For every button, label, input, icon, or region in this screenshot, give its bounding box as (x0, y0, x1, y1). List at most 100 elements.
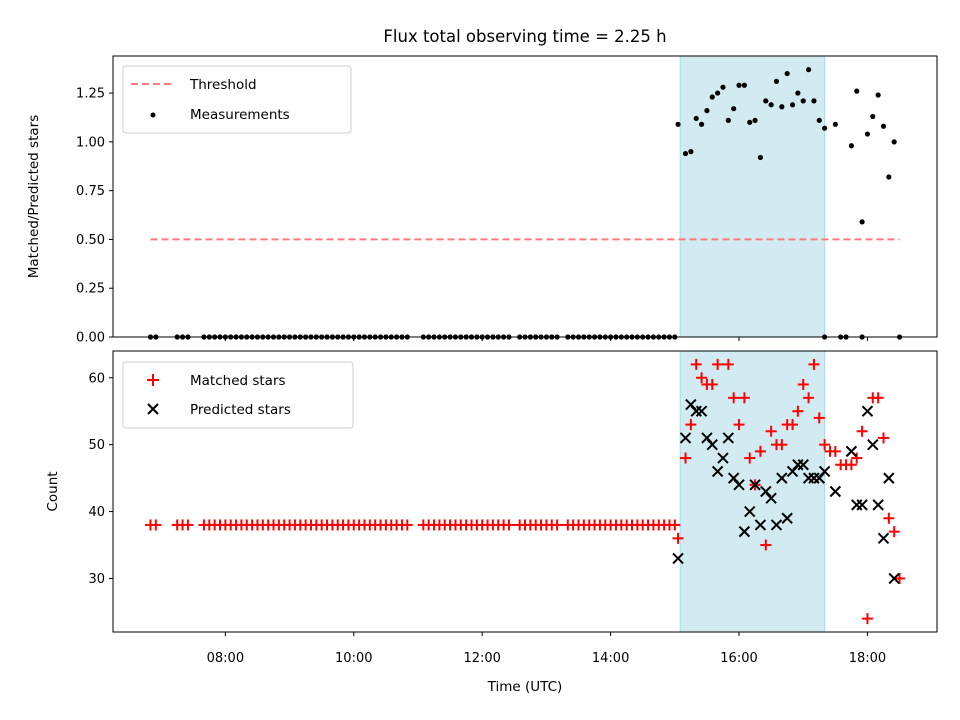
measurement-point (822, 125, 828, 131)
predicted-star-point-b (883, 472, 895, 484)
matched-star-point (776, 439, 788, 451)
measurement-point (725, 117, 731, 123)
matched-star-point (722, 358, 734, 370)
measurement-point (709, 94, 715, 100)
legend-threshold-label: Threshold (189, 77, 257, 93)
measurement-point (731, 106, 737, 112)
predicted-star-point (872, 499, 884, 511)
predicted-star-point-b (765, 492, 777, 504)
predicted-star-point-b (733, 479, 745, 491)
matched-star-point (503, 519, 515, 531)
predicted-star-point-b (867, 438, 879, 451)
predicted-star-point-b (861, 405, 874, 417)
measurement-point (741, 82, 747, 88)
matched-star-point (765, 425, 777, 437)
matched-star-point (845, 459, 857, 471)
measurement-point (864, 131, 871, 137)
matched-star-point (744, 452, 756, 464)
observing-window-span (679, 55, 826, 338)
predicted-star-point-b (781, 512, 793, 524)
measurement-point (870, 113, 876, 120)
predicted-star-point-b (679, 432, 692, 444)
predicted-star-point (749, 479, 761, 491)
measurement-point (747, 119, 753, 125)
x-tick-label: 16:00 (720, 651, 757, 666)
matched-star-point (738, 392, 750, 404)
y-tick-label: 60 (88, 371, 105, 386)
measurement-point (693, 115, 699, 122)
top-legend: Threshold Measurements (122, 65, 352, 134)
chart-title: Flux total observing time = 2.25 h (383, 27, 666, 46)
measurement-point (880, 123, 887, 129)
predicted-star-point-b (722, 432, 735, 444)
measurement-point (875, 92, 881, 98)
matched-star-point (856, 425, 868, 437)
matched-star-point (728, 392, 740, 404)
matched-star-point (803, 392, 815, 404)
bottom-panel: 30 40 50 60 08:00 10:00 12:00 14:00 16:00 18:00 C… (45, 350, 938, 695)
measurement-point (891, 139, 897, 145)
measurement-point (720, 84, 726, 90)
x-tick-label: 10:00 (335, 651, 372, 666)
predicted-star-point-b (738, 525, 751, 538)
measurement-point (682, 150, 689, 157)
x-axis-label: Time (UTC) (487, 679, 563, 695)
predicted-star-point-b (695, 405, 708, 417)
predicted-star-point (877, 532, 890, 545)
x-tick-label: 14:00 (592, 651, 629, 666)
measurement-point (859, 219, 865, 225)
measurement-point (784, 70, 790, 77)
y-tick-label: 0.25 (76, 282, 105, 297)
y-tick-label: 0.00 (76, 331, 105, 346)
predicted-star-point-b (877, 532, 890, 545)
matched-star-point (685, 419, 697, 431)
observing-window-span (679, 350, 826, 633)
matched-star-point (877, 432, 889, 444)
measurement-point (779, 104, 785, 110)
matched-star-point (696, 372, 708, 384)
measurement-point (768, 102, 774, 108)
predicted-star-point (679, 432, 692, 444)
predicted-star-point (738, 525, 751, 538)
measurement-point (800, 98, 806, 104)
predicted-star-point (856, 499, 868, 511)
predicted-star-point-b (749, 479, 761, 491)
matched-star-point (851, 452, 863, 464)
predicted-star-point (776, 472, 788, 484)
matched-star-point (150, 519, 162, 531)
top-legend-box (122, 65, 352, 134)
predicted-star-point (695, 405, 708, 417)
predicted-star-point-b (672, 552, 684, 565)
y-tick-label: 1.00 (76, 135, 105, 150)
matched-star-point (672, 532, 684, 544)
top-y-axis-label: Matched/Predicted stars (26, 115, 42, 278)
matched-star-point (787, 419, 799, 431)
matched-star-point (733, 419, 745, 431)
matched-star-point (819, 439, 831, 451)
predicted-star-point-b (770, 519, 783, 531)
matched-star-point (813, 412, 825, 424)
predicted-star-point-b (829, 485, 842, 498)
legend-measurements-swatch (150, 112, 156, 118)
predicted-star-point-b (760, 485, 772, 498)
predicted-star-points (672, 398, 900, 585)
matched-star-point (182, 519, 194, 531)
matched-star-point (754, 445, 766, 457)
measurement-point (757, 154, 764, 161)
measurement-point (736, 82, 742, 88)
legend-predicted-swatch (147, 403, 159, 415)
measurement-point (698, 121, 705, 127)
predicted-star-point-b (717, 452, 729, 464)
predicted-star-point-b (856, 499, 868, 511)
bottom-legend: Matched stars Predicted stars (122, 361, 354, 429)
x-tick-label: 12:00 (463, 651, 500, 666)
matched-star-point (690, 358, 702, 370)
matched-star-point (894, 572, 906, 584)
predicted-star-point-b (711, 465, 724, 478)
measurement-point (752, 117, 758, 123)
predicted-star-point-b (818, 465, 831, 478)
y-tick-label: 50 (88, 438, 105, 453)
predicted-star-point (867, 438, 879, 451)
top-panel-frame (112, 55, 938, 338)
